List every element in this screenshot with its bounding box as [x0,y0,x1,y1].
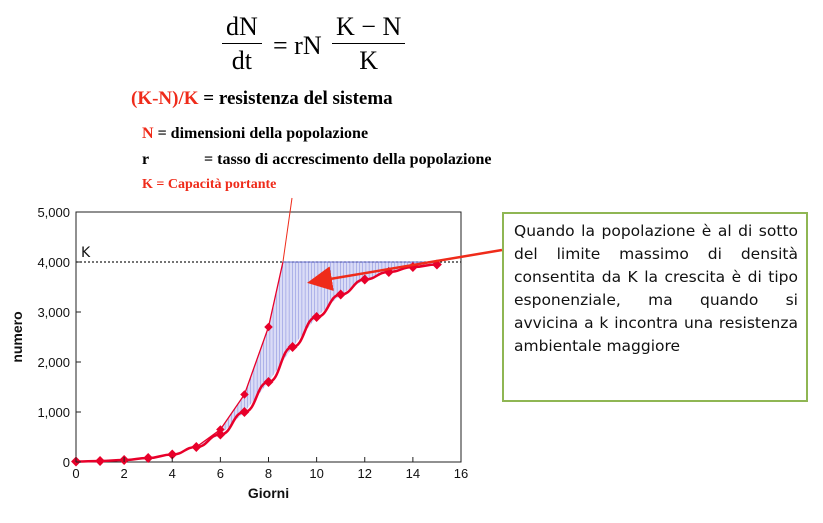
resistance-text: = resistenza del sistema [203,88,393,109]
x-tick-label: 8 [265,466,272,481]
x-tick-label: 16 [454,466,468,481]
x-tick-label: 0 [72,466,79,481]
x-tick-label: 2 [121,466,128,481]
equals-rn: = rN [273,31,322,60]
legend-n: N = dimensioni della popolazione [142,125,368,143]
y-tick-label: 4,000 [37,255,70,270]
y-tick-label: 2,000 [37,355,70,370]
y-tick-label: 0 [63,455,70,470]
logistic-curve [75,263,437,463]
x-tick-label: 12 [358,466,372,481]
legend-k: K = Capacità portante [142,177,277,192]
legend-r-text: = tasso di accrescimento della popolazio… [204,151,492,168]
resistance-area [196,262,437,447]
callout-arrow [307,248,503,292]
legend-r-symbol: r [142,151,150,168]
exponential-point [240,390,249,399]
exponential-point [192,442,201,452]
logistic-point [167,449,178,460]
y-tick-label: 5,000 [37,205,70,220]
x-tick-label: 14 [406,466,420,481]
y-tick-label: 1,000 [37,405,70,420]
resistance-term: (K-N)/K [131,88,199,109]
derivative-fraction: dN dt [222,14,262,74]
exponential-point [264,322,273,332]
resistance-denominator: K [359,46,378,75]
x-tick-label: 6 [217,466,224,481]
k-pointer-line [282,197,293,263]
logistic-point [239,407,250,417]
population-growth-chart: K 0 2 4 6 8 10 12 14 16 0 1,000 2,000 3,000 4,000 5,000… [9,197,468,501]
resistance-fraction: K − N K [332,14,406,75]
callout-box: Quando la popolazione è al di sotto del … [502,212,808,402]
derivative-numerator: dN [222,14,262,44]
logistic-point [143,453,154,463]
exponential-point [216,425,225,434]
legend-n-text: = dimensioni della popolazione [157,125,369,142]
resistance-definition: (K-N)/K = resistenza del sistema [131,88,393,110]
legend-n-symbol: N [142,125,154,142]
resistance-numerator: K − N [332,14,406,44]
derivative-denominator: dt [231,46,252,75]
legend-r: r = tasso di accrescimento della popolazi… [142,151,491,169]
x-tick-label: 4 [169,466,176,481]
logistic-point [215,429,226,440]
x-axis-label: Giorni [248,485,289,501]
x-tick-label: 10 [309,466,323,481]
y-tick-label: 3,000 [37,305,70,320]
k-label: K [81,245,91,261]
y-axis-label: numero [9,311,25,362]
logistic-equation: dN dt = rN K − N K [222,4,452,84]
